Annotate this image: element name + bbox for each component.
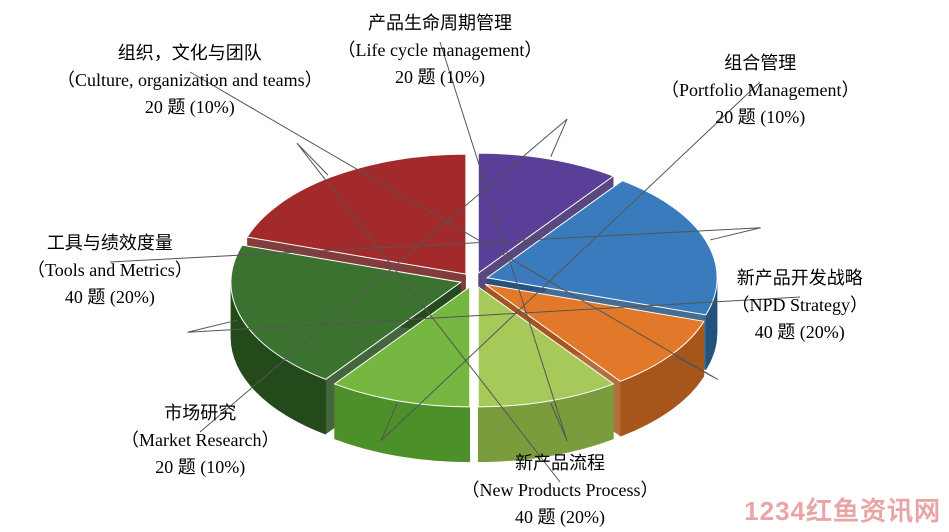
label-market-research-en: （Market Research） [121,427,279,454]
label-culture-org-teams-cn: 组织，文化与团队 [57,40,323,67]
label-life-cycle-en: （Life cycle management） [338,37,543,64]
label-portfolio-cn: 组合管理 [661,50,859,77]
label-life-cycle-cn: 产品生命周期管理 [338,10,543,37]
label-tools-metrics-detail: 40 题 (20%) [27,284,193,311]
label-tools-metrics: 工具与绩效度量（Tools and Metrics）40 题 (20%) [27,230,193,311]
watermark: 1234红鱼资讯网 [744,491,941,528]
watermark-text: 1234红鱼资讯网 [744,496,941,526]
label-market-research: 市场研究（Market Research）20 题 (10%) [121,400,279,481]
label-portfolio-detail: 20 题 (10%) [661,104,859,131]
label-tools-metrics-en: （Tools and Metrics） [27,257,193,284]
label-npd-strategy-cn: 新产品开发战略 [732,265,869,292]
label-culture-org-teams-detail: 20 题 (10%) [57,94,323,121]
label-culture-org-teams: 组织，文化与团队（Culture, organization and teams… [57,40,323,121]
label-npd-process: 新产品流程（New Products Process）40 题 (20%) [462,450,659,531]
pie-chart-3d: 组合管理（Portfolio Management）20 题 (10%)新产品开… [0,0,949,532]
label-culture-org-teams-en: （Culture, organization and teams） [57,67,323,94]
label-npd-strategy-en: （NPD Strategy） [732,292,869,319]
label-npd-process-en: （New Products Process） [462,477,659,504]
label-market-research-cn: 市场研究 [121,400,279,427]
label-npd-process-detail: 40 题 (20%) [462,504,659,531]
label-portfolio: 组合管理（Portfolio Management）20 题 (10%) [661,50,859,131]
label-npd-strategy-detail: 40 题 (20%) [732,319,869,346]
label-market-research-detail: 20 题 (10%) [121,454,279,481]
label-life-cycle: 产品生命周期管理（Life cycle management）20 题 (10%… [338,10,543,91]
label-npd-process-cn: 新产品流程 [462,450,659,477]
label-life-cycle-detail: 20 题 (10%) [338,64,543,91]
label-tools-metrics-cn: 工具与绩效度量 [27,230,193,257]
label-portfolio-en: （Portfolio Management） [661,77,859,104]
label-npd-strategy: 新产品开发战略（NPD Strategy）40 题 (20%) [732,265,869,346]
